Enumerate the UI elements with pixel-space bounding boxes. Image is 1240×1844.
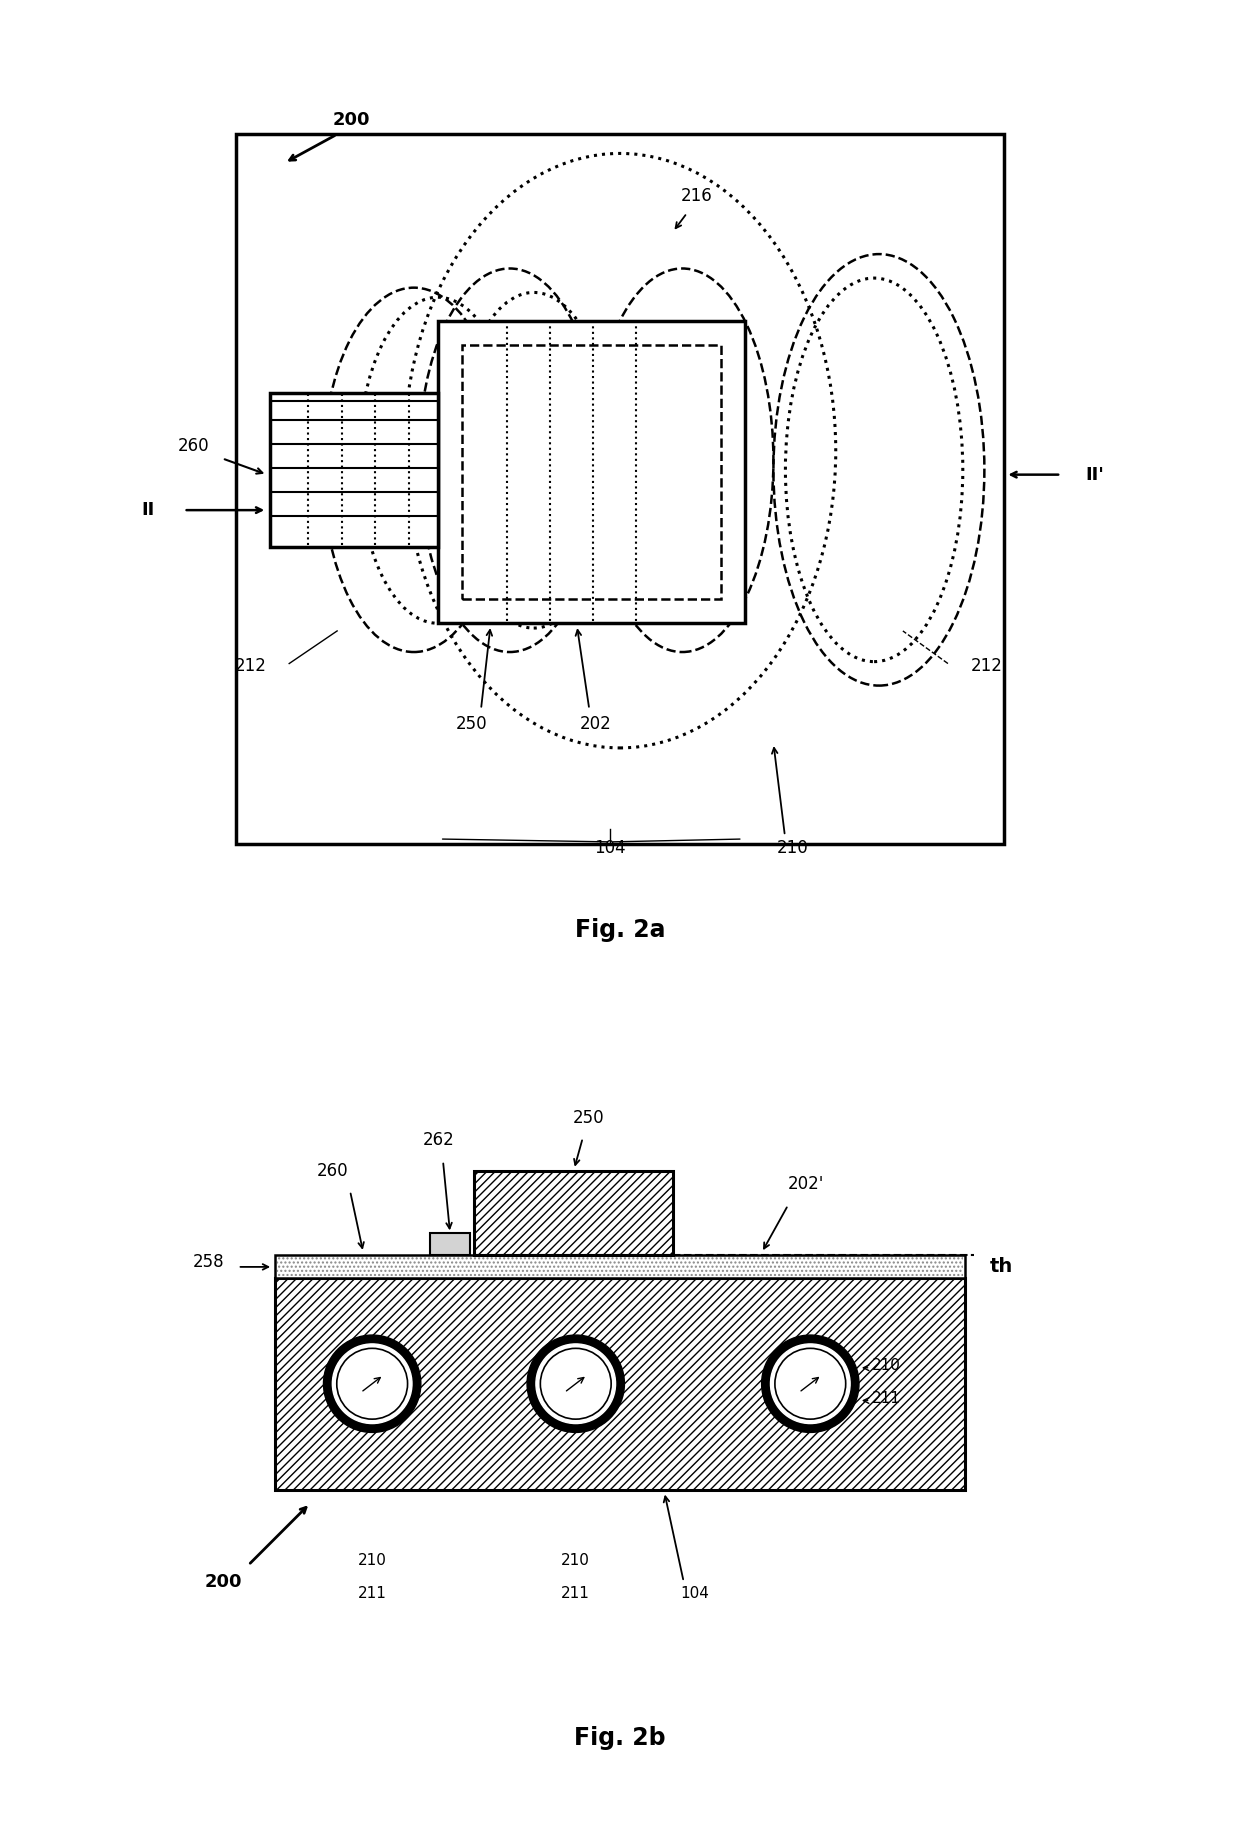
Text: 262: 262 [423,1130,454,1149]
Circle shape [785,1359,835,1409]
Text: 210: 210 [872,1359,901,1374]
FancyBboxPatch shape [275,1278,965,1490]
FancyBboxPatch shape [275,1256,965,1278]
Text: 210: 210 [357,1553,387,1567]
FancyBboxPatch shape [270,393,438,546]
Text: 250: 250 [455,715,487,732]
Text: 104: 104 [681,1586,709,1601]
Text: 210: 210 [562,1553,590,1567]
Text: II': II' [1085,467,1104,483]
FancyBboxPatch shape [237,135,1003,845]
Text: 104: 104 [595,839,626,857]
Text: 200: 200 [332,111,371,129]
Circle shape [536,1344,615,1424]
Circle shape [761,1335,859,1433]
Text: 211: 211 [357,1586,387,1601]
Text: 211: 211 [562,1586,590,1601]
Circle shape [347,1359,397,1409]
Text: 212': 212' [971,656,1007,675]
Text: th: th [990,1258,1013,1276]
FancyBboxPatch shape [474,1171,673,1256]
Text: 260: 260 [177,437,210,455]
FancyBboxPatch shape [430,1234,470,1256]
Circle shape [332,1344,412,1424]
Circle shape [324,1335,420,1433]
Text: Fig. 2b: Fig. 2b [574,1726,666,1750]
Text: 258: 258 [192,1252,224,1271]
Text: 250: 250 [573,1108,605,1127]
FancyBboxPatch shape [438,321,745,623]
Text: II: II [141,502,155,520]
Circle shape [770,1344,851,1424]
Text: 210: 210 [776,839,808,857]
Text: 216: 216 [681,188,713,205]
Text: 211: 211 [872,1390,901,1407]
Circle shape [551,1359,600,1409]
Text: 212: 212 [234,656,267,675]
Text: 200: 200 [205,1573,242,1591]
Circle shape [527,1335,625,1433]
Text: Fig. 2a: Fig. 2a [575,918,665,942]
Text: 202': 202' [787,1175,825,1193]
Text: 260: 260 [316,1162,348,1180]
Text: 202: 202 [580,715,611,732]
